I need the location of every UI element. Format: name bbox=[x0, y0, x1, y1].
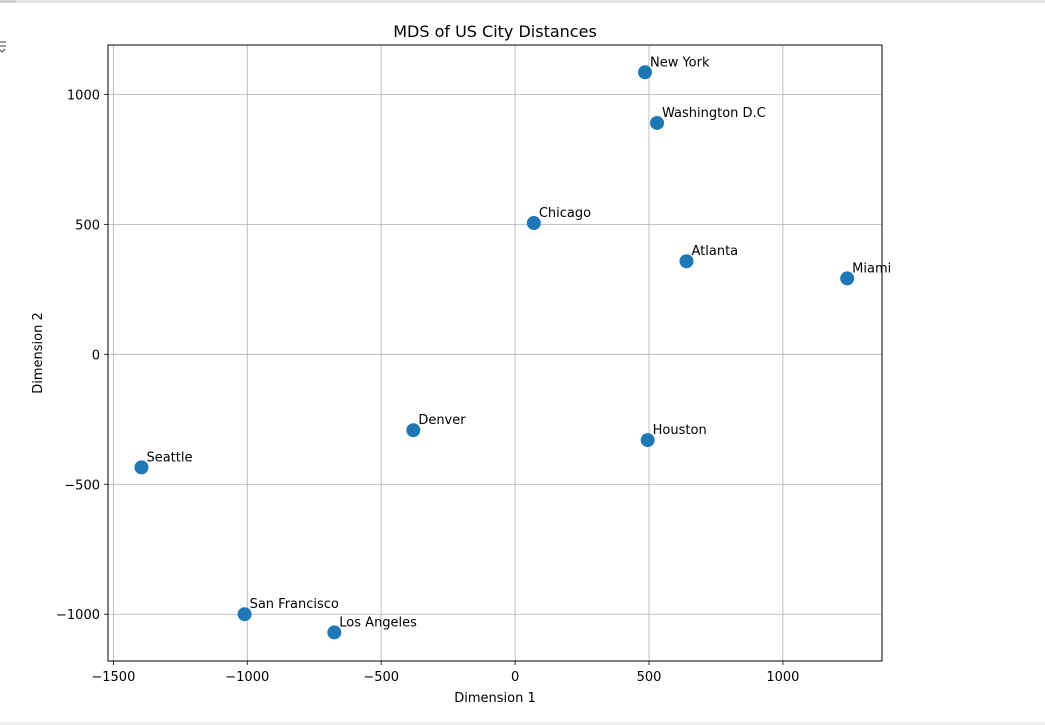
plot-area-frame bbox=[107, 44, 883, 662]
data-point bbox=[526, 216, 541, 231]
x-tick-label: 0 bbox=[511, 670, 519, 685]
y-tick-label: 1000 bbox=[67, 88, 100, 103]
city-label: San Francisco bbox=[250, 597, 339, 612]
y-tick-label: −500 bbox=[64, 478, 100, 493]
point-labels: New York Washington D.C Chicago Atlanta Miam… bbox=[146, 55, 891, 630]
y-tick-label: −1000 bbox=[56, 608, 100, 623]
x-tick-label: −1500 bbox=[91, 670, 135, 685]
y-tick-label: 500 bbox=[75, 218, 100, 233]
x-tick-label: −500 bbox=[363, 670, 399, 685]
city-label: Atlanta bbox=[691, 244, 738, 259]
x-tick-label: −1000 bbox=[225, 670, 269, 685]
scatter-points bbox=[134, 65, 855, 640]
city-label: Denver bbox=[418, 413, 466, 428]
city-label: Miami bbox=[852, 261, 891, 276]
chart-title: MDS of US City Distances bbox=[393, 22, 597, 41]
city-label: New York bbox=[650, 55, 710, 70]
x-axis-label: Dimension 1 bbox=[454, 691, 536, 706]
data-point bbox=[406, 423, 421, 438]
window-top-border-tab bbox=[0, 0, 16, 3]
window-bottom-border bbox=[0, 722, 1045, 725]
y-axis-label: Dimension 2 bbox=[31, 312, 46, 394]
city-label: Washington D.C bbox=[662, 106, 766, 121]
city-label: Houston bbox=[653, 423, 707, 438]
x-tick-label: 500 bbox=[637, 670, 662, 685]
data-point bbox=[840, 271, 855, 286]
city-label: Los Angeles bbox=[339, 615, 417, 630]
data-point bbox=[679, 254, 694, 269]
city-label: Chicago bbox=[539, 206, 591, 221]
data-point bbox=[134, 460, 149, 475]
data-point bbox=[327, 625, 342, 640]
data-point bbox=[637, 65, 652, 80]
data-point bbox=[650, 115, 665, 130]
axis-ticks: −1500 −1000 −500 0 500 1000 −1000 −500 0 500 1000 bbox=[56, 88, 799, 685]
data-point bbox=[640, 433, 655, 448]
y-tick-label: 0 bbox=[92, 348, 100, 363]
x-tick-label: 1000 bbox=[766, 670, 799, 685]
city-label: Seattle bbox=[146, 450, 192, 465]
grid-lines bbox=[108, 45, 882, 661]
window-top-border bbox=[0, 0, 1045, 3]
output-toggle-icon[interactable] bbox=[0, 38, 10, 60]
data-point bbox=[237, 607, 252, 622]
